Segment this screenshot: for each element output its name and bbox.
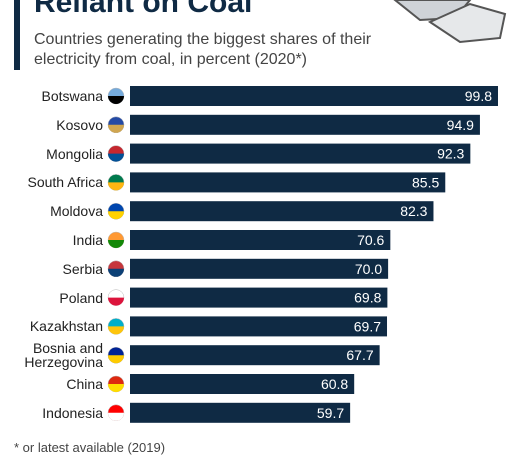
category-label: Mongolia (46, 145, 103, 162)
value-label: 69.7 (354, 318, 381, 334)
flag-part (108, 182, 124, 191)
chart-title: Reliant on Coal (34, 0, 253, 19)
flag-part (108, 124, 124, 133)
value-label: 60.8 (321, 376, 348, 392)
value-label: 67.7 (346, 347, 373, 363)
category-label: China (66, 376, 103, 392)
flag-part (108, 326, 124, 335)
value-label: 70.6 (357, 232, 384, 248)
flag-part (108, 412, 124, 421)
value-label: 85.5 (412, 174, 439, 190)
category-label: Serbia (62, 260, 103, 277)
value-label: 92.3 (437, 146, 464, 162)
flag-part (108, 297, 124, 306)
category-label: Bosnia and Herzegovina (24, 340, 103, 371)
flag-part (108, 153, 124, 162)
value-label: 69.8 (354, 290, 381, 306)
category-label: Kosovo (56, 116, 103, 133)
flag-part (108, 355, 124, 364)
bar (130, 230, 391, 250)
coal-icon (393, 0, 507, 44)
value-label: 99.8 (465, 88, 492, 104)
flag-part (108, 384, 124, 392)
value-label: 70.0 (355, 261, 382, 277)
bar (130, 287, 388, 308)
chart-subtitle: Countries generating the biggest shares … (34, 31, 372, 68)
category-label: Botswana (41, 88, 103, 104)
category-label: India (72, 232, 103, 248)
value-label: 59.7 (317, 405, 344, 421)
bar (130, 258, 389, 279)
flag-part (108, 240, 124, 248)
accent-bar (14, 0, 20, 70)
bar (130, 374, 355, 394)
category-label: Moldova (50, 203, 103, 220)
bar (130, 114, 480, 135)
bar (130, 316, 388, 337)
flag-part (108, 268, 124, 277)
flag-part (108, 96, 124, 104)
bar (130, 86, 498, 106)
category-label: Kazakhstan (29, 318, 103, 335)
category-label: Poland (59, 289, 103, 306)
bar (130, 345, 380, 366)
value-label: 82.3 (400, 203, 427, 219)
category-label: Indonesia (42, 404, 103, 421)
footnote: * or latest available (2019) (14, 440, 166, 455)
bar (130, 201, 434, 222)
bar (130, 402, 351, 423)
value-label: 94.9 (447, 117, 474, 133)
flag-part (108, 211, 124, 220)
category-label: South Africa (27, 174, 104, 191)
bar (130, 143, 471, 164)
bar (130, 172, 446, 193)
